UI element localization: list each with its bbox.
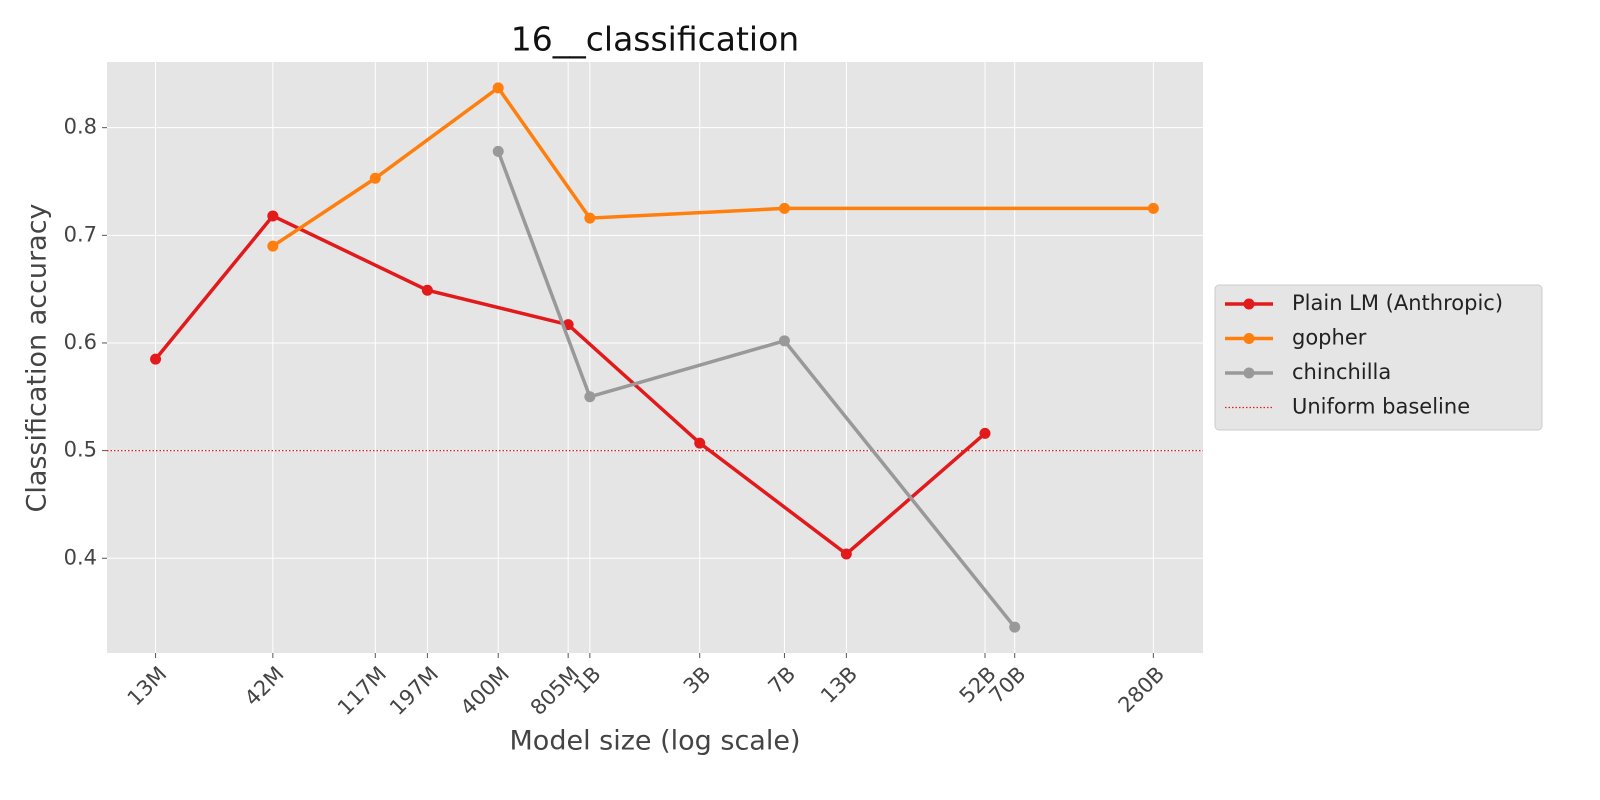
series-line xyxy=(496,150,1017,629)
y-tick-label: 0.6 xyxy=(64,330,97,354)
data-point xyxy=(584,212,596,224)
x-tick-label: 42M xyxy=(240,662,289,711)
data-point xyxy=(1009,621,1021,633)
data-point xyxy=(369,172,381,184)
y-tick-label: 0.8 xyxy=(64,115,97,139)
data-point xyxy=(492,82,504,94)
data-point xyxy=(778,202,790,214)
x-tick-label: 13M xyxy=(123,662,172,711)
data-point xyxy=(1147,202,1159,214)
data-point xyxy=(979,427,991,439)
x-tick-label: 117M xyxy=(333,662,391,720)
plot-area xyxy=(107,62,1203,653)
legend-marker xyxy=(1243,333,1255,344)
data-point xyxy=(840,548,852,560)
legend-label: Uniform baseline xyxy=(1292,395,1470,419)
data-point xyxy=(492,145,504,157)
x-tick-label: 197M xyxy=(385,662,443,720)
x-tick-label: 13B xyxy=(816,662,862,708)
data-point xyxy=(267,240,279,252)
data-point xyxy=(421,284,433,296)
y-axis-label: Classification accuracy xyxy=(22,203,53,512)
x-tick-label: 7B xyxy=(764,662,801,699)
x-tick-label: 805M xyxy=(526,662,584,720)
data-point xyxy=(267,210,279,222)
x-tick-label: 280B xyxy=(1114,662,1170,718)
series-line xyxy=(271,85,1154,248)
legend-marker xyxy=(1243,298,1255,310)
x-axis-label: Model size (log scale) xyxy=(510,726,801,757)
y-tick-label: 0.4 xyxy=(64,545,97,569)
x-tick-label: 70B xyxy=(984,662,1030,708)
data-point xyxy=(150,353,162,365)
legend-label: Plain LM (Anthropic) xyxy=(1292,291,1503,315)
legend-box xyxy=(1214,284,1543,431)
y-tick-label: 0.5 xyxy=(64,438,97,462)
y-tick-label: 0.7 xyxy=(64,222,97,246)
data-point xyxy=(778,335,790,347)
legend-label: chinchilla xyxy=(1292,360,1391,384)
legend: Plain LM (Anthropic) gopher chinchilla Unif… xyxy=(1225,291,1503,419)
data-point xyxy=(694,437,706,449)
x-tick-label: 1B xyxy=(569,662,606,699)
legend-marker xyxy=(1243,367,1255,379)
x-tick-label: 400M xyxy=(456,662,514,720)
data-point xyxy=(584,391,596,403)
x-tick-label: 3B xyxy=(679,662,716,699)
marks xyxy=(107,82,1203,633)
chart-title: 16__classification xyxy=(511,20,799,59)
legend-label: gopher xyxy=(1292,326,1367,350)
